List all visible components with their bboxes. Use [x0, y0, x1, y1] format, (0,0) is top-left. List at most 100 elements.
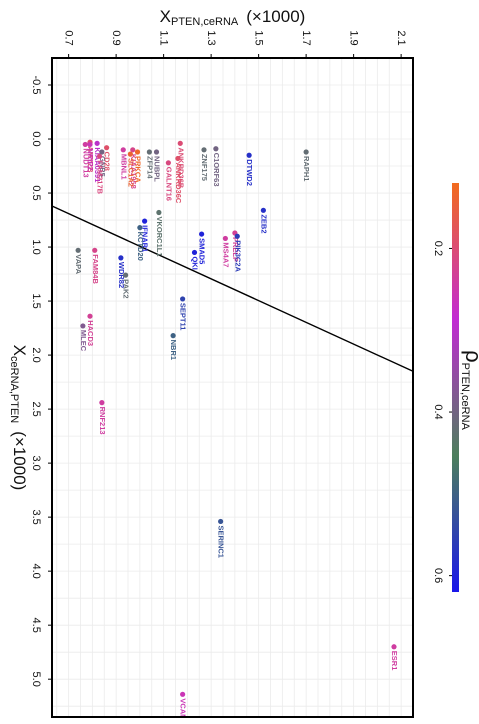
- point-marker: [201, 147, 207, 153]
- point-marker: [191, 249, 198, 256]
- point-marker: [177, 140, 183, 146]
- point-marker: [260, 207, 266, 213]
- scatter-point: VKORC1L1: [155, 209, 164, 257]
- scatter-point: VAPA: [74, 247, 83, 275]
- point-label: FAM217B: [96, 160, 105, 194]
- colorbar-tick-label: 0.2: [432, 241, 444, 256]
- point-marker: [134, 149, 141, 155]
- point-marker: [170, 333, 176, 339]
- scatter-point: PRKCA: [134, 149, 143, 183]
- colorbar-title: ρPTEN,ceRNA: [459, 350, 479, 430]
- point-label: PRKCA: [134, 156, 143, 183]
- y-tick-label: 0.0: [30, 131, 42, 146]
- point-marker: [120, 147, 126, 153]
- point-label: ESR1: [390, 651, 399, 671]
- scatter-point: GNB5: [98, 149, 107, 177]
- plot-frame: [51, 57, 414, 718]
- x-axis-ticks: 0.7 0.9 1.1 1.3 1.5 1.7 1.9 2.1: [63, 30, 407, 58]
- scatter-point: MBNL1: [119, 147, 128, 180]
- point-label: KIAA1958: [129, 154, 138, 189]
- point-marker: [156, 209, 162, 216]
- point-label: NRIP2: [86, 148, 95, 170]
- point-label: ZNF175: [200, 154, 209, 181]
- y-tick-label: 1.0: [30, 239, 42, 254]
- point-marker: [180, 296, 186, 302]
- scatter-point: GALNT16: [164, 160, 173, 201]
- colorbar: 0.2 0.4 0.6 ρPTEN,ceRNA: [432, 183, 479, 592]
- point-marker: [82, 141, 88, 148]
- x-tick-label: 1.3: [205, 30, 217, 45]
- scatter-point: MS4A7: [221, 235, 230, 267]
- point-marker: [142, 218, 148, 224]
- x-tick-label: 1.1: [158, 30, 170, 45]
- scatter-point: WDR82: [117, 255, 126, 288]
- point-marker: [94, 140, 100, 146]
- scatter-point: NBR1: [169, 333, 178, 360]
- colorbar-ticks: 0.2 0.4 0.6: [432, 241, 452, 583]
- y-tick-label: 3.5: [30, 509, 42, 524]
- scatter-point: SERINC1: [217, 518, 226, 558]
- scatter-point: C1ORF63: [212, 146, 221, 187]
- y-tick-label: 2.0: [30, 347, 42, 362]
- point-label: IFNAR1: [141, 225, 150, 252]
- scatter-point: KCTD20: [136, 225, 145, 261]
- x-tick-label: 1.5: [253, 30, 265, 45]
- x-tick-label: 2.1: [395, 30, 407, 45]
- scatter-point: NRIP2: [86, 141, 95, 171]
- point-marker: [99, 149, 105, 155]
- point-label: AMY2B: [86, 146, 95, 173]
- y-tick-label: 0.5: [30, 185, 42, 200]
- point-marker: [153, 149, 160, 155]
- scatter-point: SEPT11: [179, 296, 188, 330]
- point-label: NUDT13: [81, 148, 90, 177]
- point-label: C1ORF63: [212, 153, 221, 187]
- scatter-point: CD28: [103, 145, 112, 171]
- point-marker: [175, 155, 181, 162]
- point-marker: [222, 235, 228, 242]
- point-label: PIK3C2A: [233, 240, 242, 272]
- colorbar-tick-label: 0.4: [432, 404, 444, 419]
- point-label: SMAD5: [198, 238, 207, 264]
- point-marker: [213, 146, 219, 152]
- point-label: CD28: [103, 152, 112, 171]
- point-label: MS4A7: [221, 242, 230, 267]
- point-label: VAPA: [74, 254, 83, 274]
- x-tick-label: 1.7: [300, 30, 312, 45]
- scatter-point: ZEB2: [259, 207, 268, 233]
- scatter-point: IFNAR1: [141, 218, 150, 252]
- plot-area: ANKRD36BNUBPLZFP14KIAA1958KIAA0391AMY2BN…: [52, 139, 413, 717]
- y-tick-label: 3.0: [30, 455, 42, 470]
- point-marker: [96, 153, 103, 159]
- point-marker: [87, 313, 93, 319]
- x-tick-label: 0.7: [63, 30, 75, 45]
- y-axis-title: XceRNA,PTEN(×1000): [8, 345, 29, 491]
- scatter-point: ESR1: [390, 644, 399, 670]
- point-marker: [137, 225, 143, 231]
- point-label: QKI: [191, 256, 200, 269]
- scatter-points: ANKRD36BNUBPLZFP14KIAA1958KIAA0391AMY2BN…: [74, 139, 399, 717]
- colorbar-tick-label: 0.6: [432, 568, 444, 583]
- point-label: NBR1: [169, 340, 178, 360]
- y-tick-label: 5.0: [30, 672, 42, 687]
- point-marker: [180, 691, 186, 697]
- point-label: VKORC1L1: [155, 216, 164, 256]
- scatter-point: QKI: [191, 249, 200, 270]
- y-tick-label: 4.5: [30, 618, 42, 633]
- point-label: DTWD2: [245, 159, 254, 186]
- y-tick-label: 2.5: [30, 401, 42, 416]
- point-marker: [246, 152, 252, 158]
- point-label: MLEC: [79, 330, 88, 352]
- point-marker: [104, 145, 110, 151]
- point-label: RAPH1: [302, 156, 311, 181]
- y-axis-ticks: -0.5 0.0 0.5 1.0 1.5 2.0 2.5 3.0 3.5 4.0 4.5 5.0: [30, 76, 52, 687]
- x-tick-label: 1.9: [348, 30, 360, 45]
- scatter-point: RNF213: [98, 400, 107, 435]
- point-marker: [123, 272, 129, 278]
- point-label: ZFP14: [145, 156, 154, 179]
- point-marker: [99, 400, 105, 406]
- point-marker: [130, 147, 136, 153]
- reference-line: [52, 205, 413, 372]
- point-label: PRELP: [231, 237, 240, 262]
- point-label: GALNT16: [164, 167, 173, 201]
- point-label: ANKRD36C: [174, 162, 183, 203]
